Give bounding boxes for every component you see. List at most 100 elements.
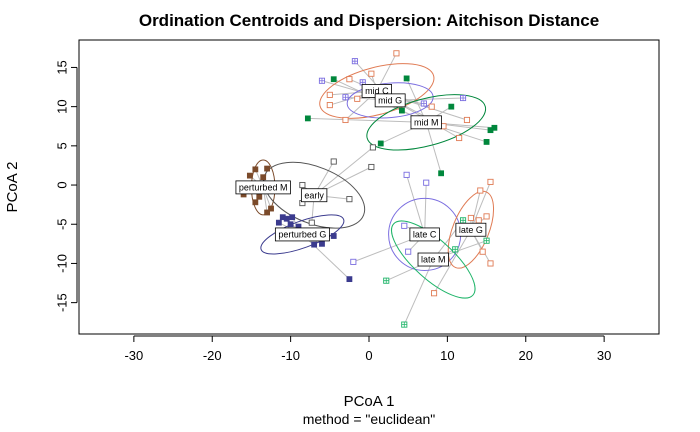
point-late-c-4 xyxy=(405,248,412,255)
x-tick-label--10: -10 xyxy=(281,348,300,363)
point-mid-m-3 xyxy=(399,107,405,114)
point-late-g-7 xyxy=(431,290,438,297)
centroid-box-mid-g xyxy=(374,93,406,108)
point-mid-c-6 xyxy=(342,116,349,124)
centroid-box-late-c xyxy=(409,227,440,242)
point-early-4 xyxy=(346,196,353,203)
point-late-g-0-box xyxy=(487,178,494,185)
point-mid-g-0 xyxy=(351,58,358,65)
centroid-perturbed-g: perturbed G xyxy=(274,227,330,242)
point-late-c-0 xyxy=(403,171,410,178)
point-late-m-4-cross xyxy=(401,321,407,328)
chart-title: Ordination Centroids and Dispersion: Ait… xyxy=(139,11,599,30)
point-mid-g-4 xyxy=(420,100,427,107)
spider-line-late-c-1 xyxy=(424,182,427,235)
spider-line-mid-m-9 xyxy=(425,122,442,174)
ellipse-perturbed-g xyxy=(260,214,345,255)
centroid-label-late-c: late C xyxy=(413,230,437,240)
spider-line-late-g-7 xyxy=(433,229,472,294)
point-mid-c-10 xyxy=(456,134,463,142)
point-late-g-2-box xyxy=(483,213,490,220)
centroid-mid-g: mid G xyxy=(374,93,406,108)
y-tick-label--5: -5 xyxy=(55,218,70,230)
point-early-3 xyxy=(299,181,306,189)
point-perturbed-m-8 xyxy=(268,205,274,212)
point-mid-m-4 xyxy=(448,103,455,110)
point-late-m-1 xyxy=(483,237,490,244)
axes-layer: -30 -20 -10 0 10 20 30 -15 -10 -5 0 5 10 15 xyxy=(55,60,612,363)
spider-line-late-m-4 xyxy=(403,259,434,325)
point-late-g-3-box xyxy=(475,217,482,224)
centroid-late-c: late C xyxy=(409,227,440,242)
centroid-box-perturbed-m xyxy=(235,180,291,195)
ellipse-late-g xyxy=(447,190,495,269)
point-mid-g-1-cross xyxy=(319,78,325,84)
point-perturbed-m-0 xyxy=(252,166,259,173)
point-early-2-box xyxy=(368,163,375,171)
centroid-label-late-m: late M xyxy=(421,255,446,265)
point-mid-g-1 xyxy=(318,77,326,84)
point-late-g-3 xyxy=(475,217,482,224)
point-mid-g-5-cross xyxy=(460,95,466,101)
point-mid-c-1-box xyxy=(368,70,375,77)
point-early-3-box xyxy=(299,181,306,189)
point-late-m-3 xyxy=(383,277,390,284)
point-mid-c-2-box xyxy=(346,76,353,83)
point-late-c-0-box xyxy=(403,171,410,178)
point-perturbed-m-7 xyxy=(252,199,259,206)
point-late-m-0 xyxy=(460,217,467,224)
point-mid-g-0-cross xyxy=(352,58,358,64)
point-mid-c-7-box xyxy=(428,103,435,110)
point-mid-c-0 xyxy=(393,50,400,57)
centroid-box-late-g xyxy=(455,222,487,237)
spider-line-late-c-0 xyxy=(406,174,426,235)
centroid-box-mid-m xyxy=(410,115,442,130)
point-mid-c-2 xyxy=(346,76,353,83)
centroid-early: early xyxy=(300,188,328,203)
point-late-c-1 xyxy=(423,179,430,186)
centroid-label-perturbed-m: perturbed M xyxy=(239,183,288,193)
point-late-g-5-box xyxy=(479,248,486,255)
point-late-g-7-box xyxy=(431,290,438,297)
point-perturbed-g-10 xyxy=(330,233,337,239)
point-mid-m-9 xyxy=(438,170,445,177)
centroid-late-m: late M xyxy=(417,252,449,267)
point-late-g-5 xyxy=(479,248,486,255)
y-tick-label-10: 10 xyxy=(55,99,70,113)
point-mid-c-3 xyxy=(354,95,361,102)
spider-line-early-1 xyxy=(313,147,374,196)
point-mid-c-7 xyxy=(428,103,435,110)
point-late-m-0-cross xyxy=(460,217,466,223)
point-late-m-2 xyxy=(452,246,459,253)
point-late-m-4 xyxy=(401,321,408,328)
point-late-m-2-cross xyxy=(452,246,458,252)
point-late-g-1-box xyxy=(477,187,484,194)
centroid-label-early: early xyxy=(304,190,324,200)
centroid-label-late-g: late G xyxy=(459,225,483,235)
centroid-box-perturbed-g xyxy=(274,227,330,242)
centroid-box-early xyxy=(300,188,328,203)
point-perturbed-g-1 xyxy=(283,215,290,222)
point-early-0 xyxy=(330,158,337,165)
point-perturbed-g-11 xyxy=(346,276,353,283)
y-tick-label-15: 15 xyxy=(55,60,70,74)
point-early-1 xyxy=(369,144,376,151)
points-layer xyxy=(240,50,498,328)
x-tick-label-0: 0 xyxy=(365,348,372,363)
ellipse-late-m xyxy=(391,220,476,299)
point-early-2 xyxy=(368,163,375,171)
ellipse-mid-m xyxy=(366,94,487,151)
x-tick-label-30: 30 xyxy=(597,348,611,363)
point-late-m-3-cross xyxy=(383,278,389,284)
ellipse-mid-c xyxy=(319,63,435,119)
centroid-label-mid-m: mid M xyxy=(414,118,439,128)
point-early-1-box xyxy=(369,144,376,151)
point-late-g-4-box xyxy=(467,214,474,222)
centroid-perturbed-m: perturbed M xyxy=(235,180,291,195)
point-late-c-3 xyxy=(401,222,408,229)
point-late-c-1-box xyxy=(423,179,430,186)
centroid-label-perturbed-g: perturbed G xyxy=(278,230,326,240)
point-mid-c-10-box xyxy=(456,134,463,142)
